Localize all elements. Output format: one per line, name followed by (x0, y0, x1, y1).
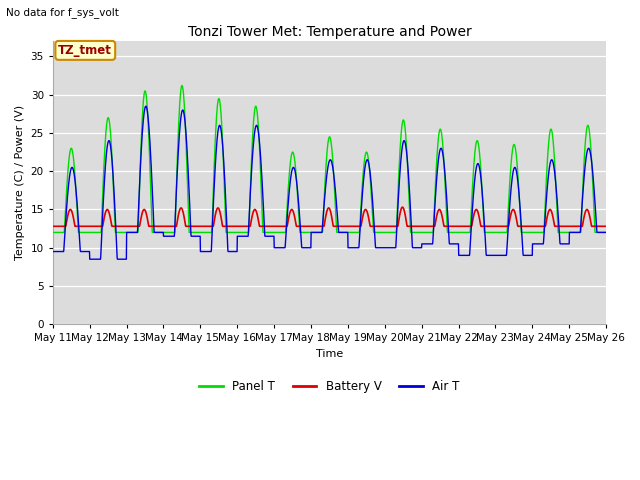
X-axis label: Time: Time (316, 349, 343, 359)
Y-axis label: Temperature (C) / Power (V): Temperature (C) / Power (V) (15, 105, 25, 260)
Text: No data for f_sys_volt: No data for f_sys_volt (6, 7, 119, 18)
Text: TZ_tmet: TZ_tmet (58, 44, 112, 57)
Legend: Panel T, Battery V, Air T: Panel T, Battery V, Air T (195, 375, 465, 397)
Title: Tonzi Tower Met: Temperature and Power: Tonzi Tower Met: Temperature and Power (188, 24, 471, 38)
